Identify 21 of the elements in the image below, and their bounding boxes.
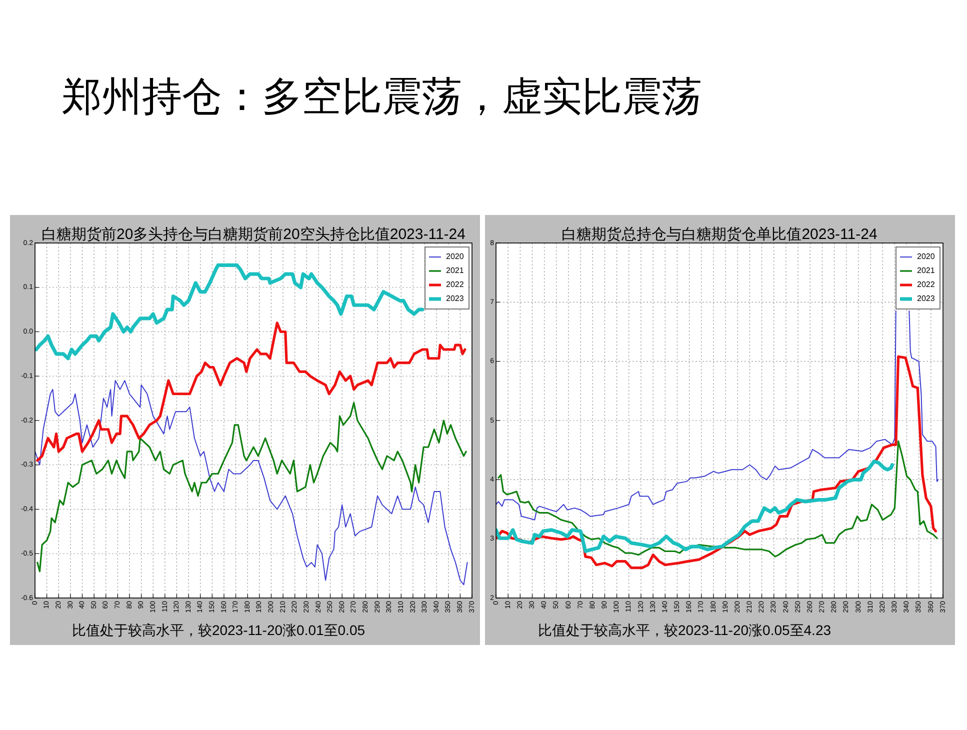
- legend-label: 2020: [917, 252, 936, 262]
- text: 比值处于较高水平，较2023-11-20涨0.01至0.05: [72, 622, 366, 638]
- line-series: [498, 440, 938, 558]
- line-series: [496, 460, 894, 554]
- text: 比值处于较高水平，较2023-11-20涨0.05至4.23: [538, 622, 832, 638]
- legend-label: 2023: [917, 294, 936, 304]
- legend-label: 2020: [446, 252, 464, 262]
- legend-label: 2021: [446, 266, 464, 276]
- line-series: [908, 310, 939, 482]
- line-series: [35, 263, 424, 360]
- text: 郑州持仓：多空比震荡，虚实比震荡: [62, 75, 702, 119]
- legend-label: 2023: [446, 294, 464, 304]
- line-series: [36, 322, 466, 462]
- legend-label: 2022: [446, 280, 464, 290]
- legend-label: 2021: [917, 266, 936, 276]
- line-series: [36, 402, 467, 572]
- line-series: [35, 380, 468, 586]
- chart-title: 白糖期货前20多头持仓与白糖期货前20空头持仓比值2023-11-24: [42, 226, 466, 243]
- chart-title: 白糖期货总持仓与白糖期货仓单比值2023-11-24: [562, 226, 878, 243]
- legend-label: 2022: [917, 280, 936, 290]
- line-series: [496, 310, 896, 520]
